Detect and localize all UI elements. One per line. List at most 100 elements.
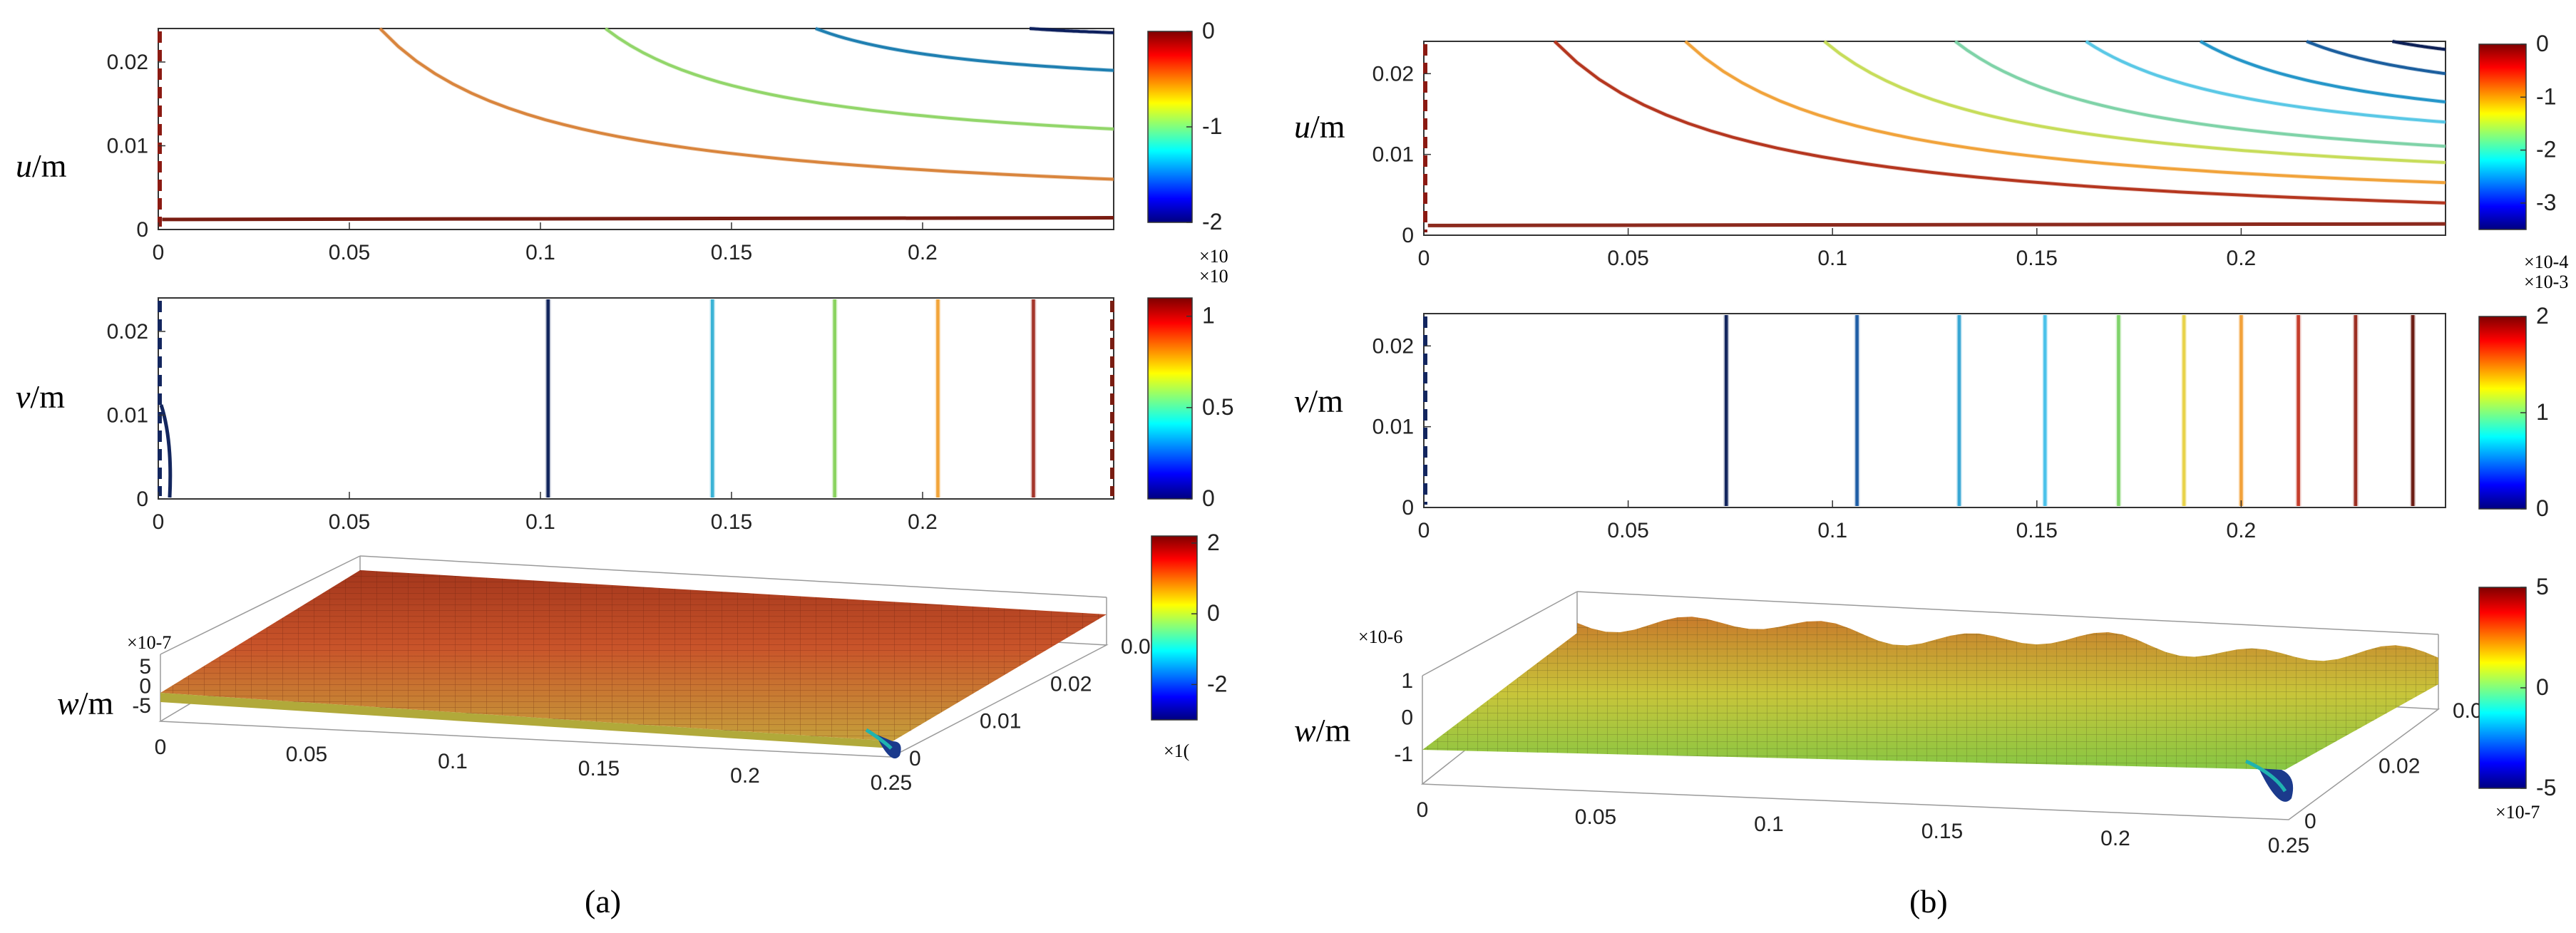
- panel-a-w-ztick-label: 5: [139, 655, 151, 679]
- panel-b-u-contour-line: [1954, 40, 2446, 148]
- panel-a-w-cbar-label: -2: [1207, 671, 1227, 696]
- panel-a-u-xtick-label: 0.1: [525, 241, 555, 264]
- panel-a-v: v/m 0 0.05 0.1 0.15 0.2 0 0.01 0.02 1 0.5 0: [16, 297, 1233, 534]
- panel-a-w-xtick-label: 0.2: [730, 764, 760, 788]
- panel-b-w-xtick-label: 0.15: [1921, 820, 1963, 843]
- panel-b-u-contour-line: [2392, 40, 2446, 51]
- panel-a-w-cbar-label: 2: [1207, 530, 1220, 555]
- panel-b-w-xtick-label: 0: [1417, 798, 1429, 822]
- panel-b-u: u/m 0 0.05 0.1 0.15 0.2 0 0.01 0.02 0 -1 -2 -3 ×10…: [1294, 31, 2568, 292]
- panel-a-v-ytick-label: 0.01: [107, 404, 148, 428]
- panel-a-w-colorbar-exponent: ×1(: [1164, 741, 1189, 761]
- ylabel-symbol: u: [16, 148, 32, 184]
- panel-b-v-plot-area: [1423, 313, 2446, 508]
- panel-a-w-cbar-label: 0: [1207, 600, 1220, 626]
- panel-b-w-ztick-label: -1: [1394, 743, 1413, 766]
- panel-b-w-corner-dip-rim: [2244, 759, 2287, 793]
- ylabel-unit: /m: [1316, 712, 1351, 748]
- panel-a-w-xtick-label: 0.25: [871, 771, 912, 795]
- panel-b-u-contour-line: [2200, 40, 2446, 103]
- ylabel-symbol: w: [1294, 712, 1316, 748]
- panel-b-u-cbar-label: -2: [2536, 137, 2556, 163]
- panel-a-u-plot-area: [158, 28, 1114, 230]
- panel-b-u-contour-line: [1554, 40, 2446, 205]
- panel-a-u-colorbar-exponent-2: ×10: [1199, 266, 1228, 287]
- panel-b-w-ytick-label: 0.02: [2379, 755, 2420, 778]
- panel-a-u-ytick-label: 0.01: [107, 135, 148, 158]
- panel-a-w-ztick-label: 0: [139, 675, 151, 699]
- panel-a-u-contour-line: [162, 216, 1114, 222]
- panel-b-w-colorbar-exponent: ×10-7: [2495, 802, 2540, 823]
- caption-a: (a): [585, 883, 621, 919]
- panel-a-u-xtick-label: 0.2: [908, 241, 938, 264]
- panel-a-w-xtick-label: 0.1: [438, 750, 468, 773]
- panel-a-v-xtick-label: 0.05: [329, 510, 370, 534]
- panel-b-u-plot-area: [1423, 41, 2446, 236]
- panel-b-v-ytick-label: 0.01: [1372, 416, 1414, 439]
- panel-b-v-ytick-label: 0: [1402, 496, 1414, 520]
- panel-b-u-cbar-label: 0: [2536, 31, 2549, 56]
- panel-a-u-cbar-label: -2: [1202, 209, 1222, 234]
- panel-a-v-ylabel: v/m: [16, 378, 65, 415]
- panel-a-v-corner-contour: [159, 404, 173, 498]
- panel-a-w-ytick-label: 0.01: [980, 710, 1021, 733]
- panel-b-u-ytick-label: 0.02: [1372, 62, 1414, 86]
- panel-b-v-cbar-label: 0: [2536, 495, 2549, 521]
- panel-b-u-colorbar-exponent-2: ×10-3: [2524, 272, 2568, 292]
- panel-b-v-xtick-label: 0.15: [2016, 519, 2058, 542]
- panel-b-u-cbar-label: -1: [2536, 83, 2556, 109]
- panel-b-w-ytick-label: 0: [2304, 810, 2316, 833]
- ylabel-unit: /m: [1308, 383, 1343, 419]
- ylabel-unit: /m: [1310, 108, 1345, 145]
- panel-a-u-ytick-label: 0: [136, 218, 148, 242]
- panel-a-u-ylabel: u/m: [16, 148, 67, 184]
- panel-b-v: v/m 0 0.05 0.1 0.15 0.2 0 0.01 0.02 2 1 0: [1294, 303, 2549, 542]
- panel-a-u-colorbar-exponent: ×10: [1199, 246, 1228, 267]
- panel-b-w-ylabel: w/m: [1294, 712, 1350, 748]
- panel-b-w-surface-mesh: [1422, 617, 2438, 770]
- panel-a-w-colorbar: [1151, 535, 1198, 721]
- panel-b-u-xtick-label: 0.15: [2016, 247, 2058, 270]
- panel-b-w-ztick-label: 1: [1401, 669, 1413, 693]
- panel-b-u-xtick-label: 0: [1418, 247, 1430, 270]
- panel-a-u-contour-line: [604, 27, 1114, 130]
- panel-a-w-ytick-label: 0: [909, 747, 921, 770]
- ylabel-symbol: u: [1294, 108, 1310, 145]
- panel-b-u-xtick-label: 0.05: [1607, 247, 1648, 270]
- caption-b: (b): [1909, 883, 1948, 919]
- panel-b-w-corner-dip: [2259, 768, 2294, 802]
- ylabel-unit: /m: [32, 148, 67, 184]
- panel-b-w-cbar-label: 0: [2536, 674, 2549, 700]
- panel-b-u-ylabel: u/m: [1294, 108, 1345, 145]
- panel-b-u-contour-line: [1823, 40, 2446, 164]
- panel-a-v-xtick-label: 0.2: [908, 510, 938, 534]
- panel-a-w-corner-dip-rim: [865, 728, 893, 750]
- panel-a-w-xtick-label: 0: [155, 736, 167, 759]
- panel-a-u-ytick-label: 0.02: [107, 51, 148, 74]
- panel-b-w-ztick-label: 0: [1401, 706, 1413, 730]
- panel-b-w: w/m ×10-6 0 0.05 0.1 0.15 0.2 0.2500.020.0410…: [1294, 574, 2556, 857]
- panel-b-v-cbar-label: 2: [2536, 303, 2549, 329]
- panel-a-v-ytick-label: 0: [136, 488, 148, 511]
- panel-b-w-exponent: ×10-6: [1358, 627, 1402, 647]
- ylabel-symbol: w: [57, 685, 79, 721]
- panel-a-w-ztick-label: -5: [132, 694, 151, 718]
- panel-b-w-xtick-label: 0.25: [2268, 834, 2309, 857]
- panel-b-v-xtick-label: 0: [1418, 519, 1430, 542]
- panel-a-v-cbar-label: 0.5: [1202, 394, 1233, 420]
- panel-b-v-ylabel: v/m: [1294, 383, 1343, 419]
- panel-a-u-contour-line: [379, 27, 1114, 181]
- panel-b-v-xtick-label: 0.2: [2227, 519, 2257, 542]
- panel-a-w-surface-front-edge: [160, 693, 893, 748]
- panel-b-w-colorbar: [2478, 587, 2527, 789]
- panel-b-w-xtick-label: 0.05: [1575, 805, 1616, 829]
- panel-a-v-xtick-label: 0.1: [525, 510, 555, 534]
- panel-b-u-ytick-label: 0: [1402, 224, 1414, 247]
- ylabel-symbol: v: [1294, 383, 1309, 419]
- panel-a-w-xtick-label: 0.15: [578, 757, 620, 780]
- panel-b-v-xtick-label: 0.1: [1817, 519, 1847, 542]
- panel-a-w-ylabel: w/m: [57, 685, 113, 721]
- panel-b-v-xtick-label: 0.05: [1607, 519, 1648, 542]
- panel-a-u-xtick-label: 0.05: [329, 241, 370, 264]
